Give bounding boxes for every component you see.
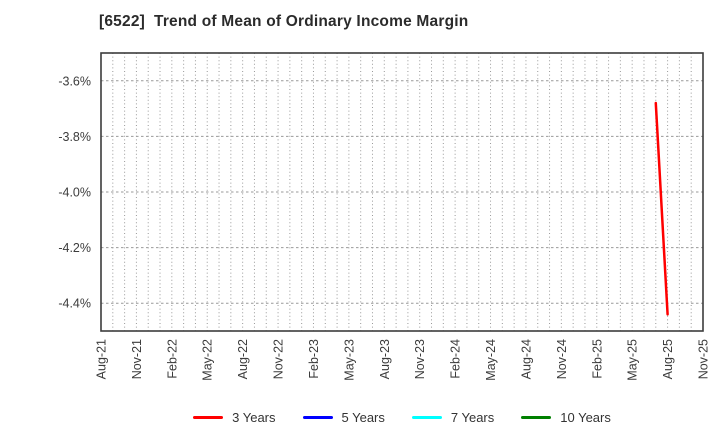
legend-label-7-years: 7 Years — [450, 409, 495, 425]
legend-item-5-years: 5 Years — [302, 409, 385, 425]
horizontal-gridlines — [101, 80, 703, 304]
y-tick-label: -3.6% — [58, 74, 91, 88]
x-tick-label: Aug-25 — [661, 339, 675, 379]
x-tick-label: Nov-22 — [272, 339, 286, 379]
x-tick-label: Nov-25 — [697, 339, 711, 379]
plot-frame — [100, 52, 704, 332]
legend: 3 Years 5 Years 7 Years 10 Years — [101, 405, 703, 429]
x-tick-label: Feb-23 — [307, 339, 321, 379]
legend-swatch-10-years-icon — [521, 415, 552, 419]
series-line-3-years — [654, 101, 669, 316]
x-tick-labels: Aug-21 Nov-21 Feb-22 May-22 Aug-22 Nov-22 Feb-… — [95, 339, 711, 381]
legend-label-5-years: 5 Years — [341, 409, 385, 425]
y-tick-label: -4.2% — [58, 241, 91, 255]
legend-item-7-years: 7 Years — [411, 409, 495, 425]
y-tick-label: -4.0% — [58, 186, 91, 200]
x-tick-label: May-25 — [626, 339, 640, 381]
legend-item-3-years: 3 Years — [193, 409, 276, 425]
x-tick-label: Nov-23 — [413, 339, 427, 379]
x-tick-label: May-23 — [342, 339, 356, 381]
x-tick-label: Nov-24 — [555, 339, 569, 379]
legend-item-10-years: 10 Years — [521, 410, 611, 425]
y-tick-label: -3.8% — [58, 130, 91, 144]
x-tick-label: May-22 — [201, 339, 215, 381]
x-tick-label: Nov-21 — [130, 339, 144, 379]
x-tick-label: Aug-22 — [236, 339, 250, 379]
x-tick-label: May-24 — [484, 339, 498, 381]
x-tick-label: Aug-24 — [519, 339, 533, 379]
chart-title: [6522] Trend of Mean of Ordinary Income … — [99, 13, 469, 30]
legend-label-10-years: 10 Years — [560, 409, 611, 425]
x-tick-label: Feb-24 — [449, 339, 463, 379]
x-tick-label: Feb-25 — [590, 339, 604, 379]
legend-label-3-years: 3 Years — [232, 409, 276, 425]
y-tick-labels: -3.6% -3.8% -4.0% -4.2% -4.4% — [58, 74, 91, 310]
y-tick-label: -4.4% — [58, 297, 91, 311]
x-tick-label: Aug-21 — [95, 339, 109, 379]
x-tick-label: Aug-23 — [378, 339, 392, 379]
legend-swatch-5-years-icon — [302, 415, 333, 419]
x-tick-label: Feb-22 — [165, 339, 179, 379]
legend-swatch-7-years-icon — [411, 415, 442, 419]
legend-swatch-3-years-icon — [193, 415, 224, 419]
